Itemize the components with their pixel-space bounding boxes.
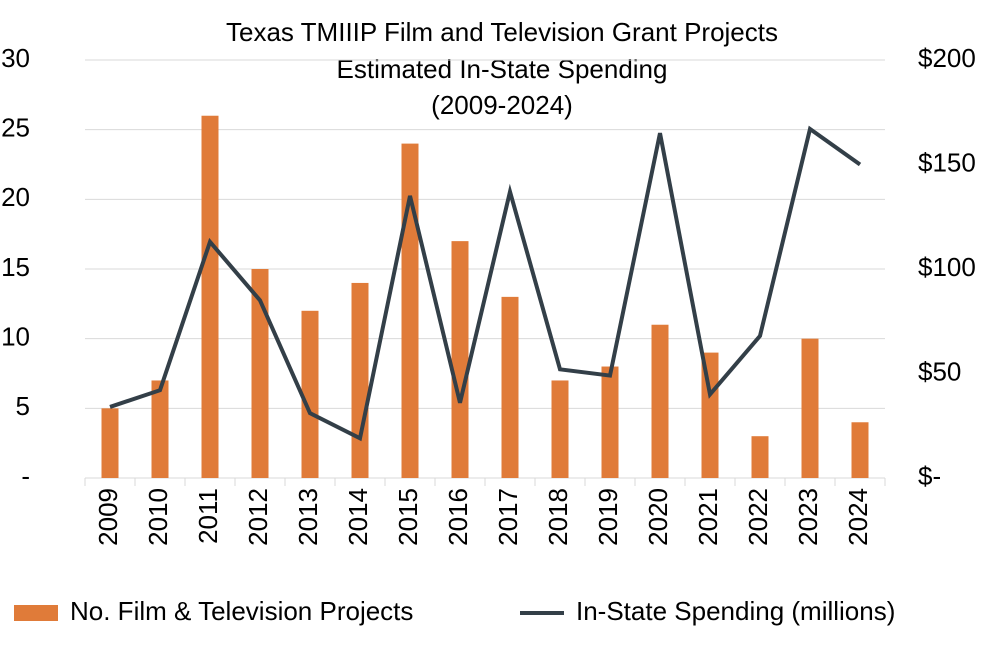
- x-tick-label: 2012: [243, 488, 273, 546]
- y2-tick-label: $150: [918, 147, 976, 177]
- x-tick-label: 2010: [143, 488, 173, 546]
- y2-tick-label: $-: [918, 461, 941, 491]
- chart-title: Texas TMIIIP Film and Television Grant P…: [226, 17, 778, 47]
- legend-label: No. Film & Television Projects: [70, 596, 413, 626]
- y-tick-label: -: [21, 461, 30, 491]
- y-tick-label: 25: [1, 113, 30, 143]
- x-tick-label: 2014: [343, 488, 373, 546]
- x-tick-label: 2021: [693, 488, 723, 546]
- bar: [401, 143, 419, 478]
- x-tick-label: 2016: [443, 488, 473, 546]
- line: [109, 125, 862, 442]
- bar: [251, 269, 269, 478]
- y-tick-label: 5: [16, 391, 30, 421]
- bar: [351, 282, 369, 478]
- y-tick-label: 30: [1, 43, 30, 73]
- bar: [851, 422, 869, 478]
- x-tick-label: 2011: [193, 488, 223, 544]
- y-tick-label: 20: [1, 182, 30, 212]
- legend-swatch: [14, 605, 58, 621]
- x-tick-label: 2017: [493, 488, 523, 546]
- bar: [501, 296, 519, 478]
- legend-label: In-State Spending (millions): [576, 596, 895, 626]
- bar: [651, 324, 669, 478]
- bar: [601, 366, 619, 478]
- chart-title: Estimated In-State Spending: [337, 54, 668, 84]
- y2-tick-label: $50: [918, 356, 961, 386]
- y2-tick-label: $100: [918, 252, 976, 282]
- chart-title: (2009-2024): [431, 90, 573, 120]
- x-tick-label: 2009: [93, 488, 123, 546]
- x-tick-label: 2018: [543, 488, 573, 546]
- y-tick-label: 10: [1, 322, 30, 352]
- x-tick-label: 2024: [843, 488, 873, 546]
- bar: [151, 380, 169, 478]
- bar: [551, 380, 569, 478]
- bar: [201, 115, 219, 478]
- y-tick-label: 15: [1, 252, 30, 282]
- x-tick-label: 2022: [743, 488, 773, 546]
- bar: [801, 338, 819, 478]
- x-tick-label: 2019: [593, 488, 623, 546]
- x-tick-label: 2020: [643, 488, 673, 546]
- bar: [701, 352, 719, 478]
- bar: [751, 436, 769, 478]
- bar: [451, 241, 469, 478]
- x-tick-label: 2023: [793, 488, 823, 546]
- x-tick-label: 2015: [393, 488, 423, 546]
- bar: [101, 408, 119, 478]
- y2-tick-label: $200: [918, 43, 976, 73]
- x-tick-label: 2013: [293, 488, 323, 546]
- bar: [301, 310, 319, 478]
